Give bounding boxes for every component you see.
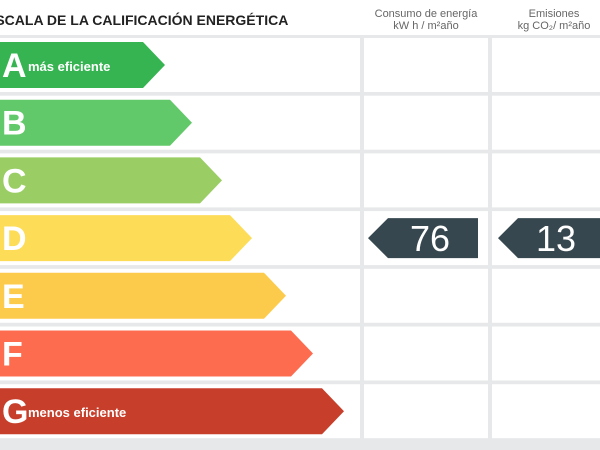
cell xyxy=(364,384,488,439)
rating-arrow xyxy=(0,330,313,377)
rating-arrow xyxy=(0,42,165,88)
rating-arrow xyxy=(0,99,192,146)
value-text: 13 xyxy=(536,218,576,259)
title: ESCALA DE LA CALIFICACIÓN ENERGÉTICA xyxy=(0,11,288,28)
cell xyxy=(492,38,600,92)
column-title: Emisiones xyxy=(529,8,580,20)
cell xyxy=(364,153,488,208)
cell xyxy=(492,268,600,323)
rating-arrow xyxy=(0,215,252,262)
rating-arrow xyxy=(0,157,222,204)
cell xyxy=(492,384,600,439)
rating-letter: G xyxy=(2,393,28,431)
rating-letter: D xyxy=(2,220,27,258)
cell xyxy=(364,95,488,150)
rating-label: más eficiente xyxy=(28,59,110,74)
cell xyxy=(492,153,600,208)
cell xyxy=(364,268,488,323)
cell xyxy=(364,326,488,381)
value-badge xyxy=(368,218,478,259)
cell xyxy=(492,95,600,150)
rating-letter: A xyxy=(2,47,27,85)
rating-label: menos eficiente xyxy=(28,405,126,420)
rating-letter: B xyxy=(2,105,27,143)
rating-letter: E xyxy=(2,278,25,316)
value-badge xyxy=(498,218,600,259)
cell xyxy=(492,326,600,381)
column-unit: kg CO₂/ m²año xyxy=(518,20,591,32)
rating-arrow xyxy=(0,388,344,435)
column-unit: kW h / m²año xyxy=(393,20,458,32)
column-title: Consumo de energía xyxy=(375,8,479,20)
cell xyxy=(364,38,488,92)
value-text: 76 xyxy=(410,218,450,259)
rating-letter: C xyxy=(2,162,27,200)
rating-letter: F xyxy=(2,336,23,374)
rating-arrow xyxy=(0,272,286,319)
